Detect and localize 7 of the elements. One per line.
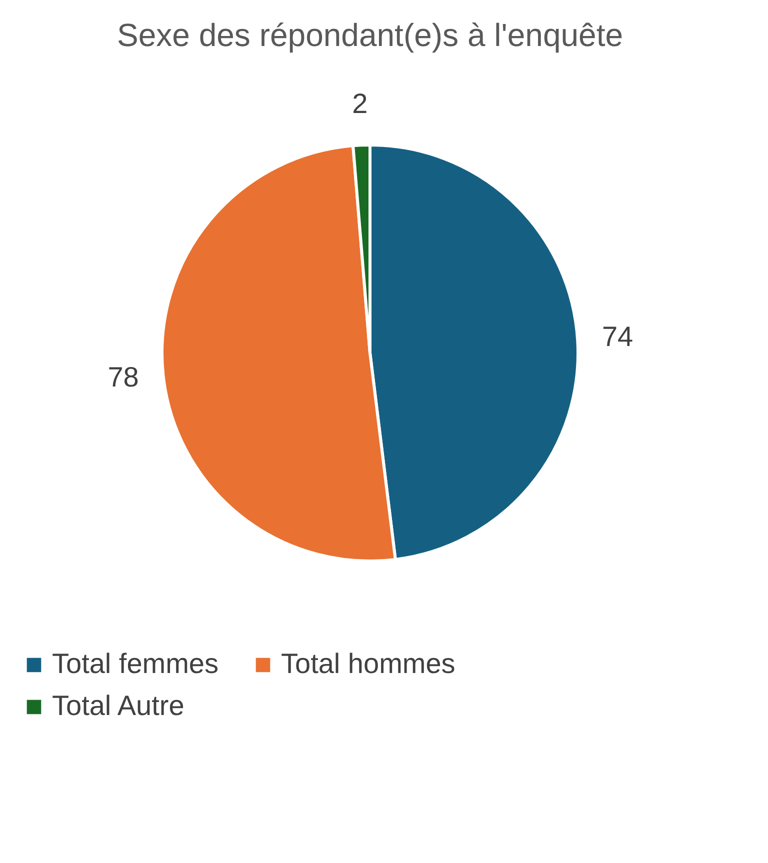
legend-label: Total hommes <box>281 648 456 679</box>
legend-label: Total Autre <box>52 690 184 721</box>
chart-title: Sexe des répondant(e)s à l'enquête <box>116 17 624 53</box>
legend-label: Total femmes <box>52 648 218 679</box>
data-label: 74 <box>602 320 634 352</box>
data-label: 78 <box>108 361 139 392</box>
data-label: 2 <box>352 88 368 120</box>
